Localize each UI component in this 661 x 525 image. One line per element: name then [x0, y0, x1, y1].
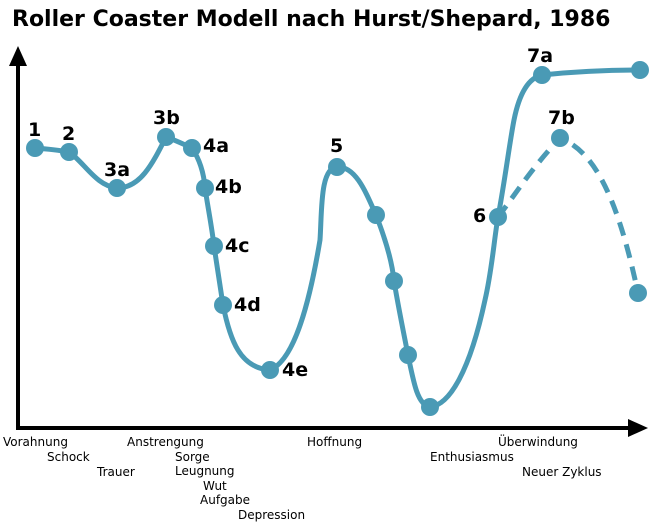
node-descent-2: [385, 272, 403, 290]
axes: [9, 46, 648, 437]
node-4a: [183, 139, 201, 157]
label-4a: 4a: [203, 135, 229, 157]
node-descent-1: [367, 206, 385, 224]
node-4c: [205, 237, 223, 255]
node-5: [328, 158, 346, 176]
node-7a: [533, 66, 551, 84]
phase-hoffnung: Hoffnung: [307, 435, 362, 449]
y-axis-arrowhead: [9, 46, 27, 66]
node-4d: [214, 296, 232, 314]
label-2: 2: [62, 123, 75, 145]
phase-trauer: Trauer: [96, 465, 135, 479]
node-3a: [108, 179, 126, 197]
label-4e: 4e: [282, 359, 308, 381]
phase-neuer-zyklus: Neuer Zyklus: [522, 465, 602, 479]
node-end-7b: [629, 284, 647, 302]
label-4c: 4c: [225, 235, 249, 257]
label-4d: 4d: [234, 294, 261, 316]
label-3b: 3b: [153, 107, 180, 129]
phase-anstrengung: Anstrengung: [127, 435, 204, 449]
diagram-title: Roller Coaster Modell nach Hurst/Shepard…: [12, 7, 610, 32]
alternative-curve-dashed: [496, 135, 641, 294]
node-6: [489, 208, 507, 226]
node-1: [26, 139, 44, 157]
node-bottom: [421, 398, 439, 416]
label-7b: 7b: [548, 107, 575, 129]
phase-depression: Depression: [238, 508, 305, 522]
node-7b: [551, 129, 569, 147]
node-descent-3: [399, 346, 417, 364]
node-2: [60, 143, 78, 161]
phase-aufgabe: Aufgabe: [200, 493, 250, 507]
node-3b: [157, 128, 175, 146]
x-axis-arrowhead: [628, 419, 648, 437]
phase-ueberwindung: Überwindung: [498, 433, 578, 449]
phase-schock: Schock: [47, 450, 90, 464]
phase-sorge: Sorge: [175, 450, 210, 464]
label-7a: 7a: [527, 45, 553, 67]
phase-vorahnung: Vorahnung: [3, 435, 68, 449]
label-4b: 4b: [215, 176, 242, 198]
phase-enthusiasmus: Enthusiasmus: [430, 450, 514, 464]
phase-leugnung: Leugnung: [175, 464, 235, 478]
node-end-7a: [631, 61, 649, 79]
label-6: 6: [473, 205, 486, 227]
node-labels: 1 2 3a 3b 4a 4b 4c 4d 4e 5 6 7a 7b: [28, 45, 575, 381]
node-4e: [261, 361, 279, 379]
node-4b: [196, 179, 214, 197]
phase-labels: Vorahnung Schock Trauer Anstrengung Sorg…: [3, 433, 602, 522]
label-1: 1: [28, 119, 41, 141]
nodes: [26, 61, 649, 416]
phase-wut: Wut: [203, 479, 227, 493]
label-3a: 3a: [104, 159, 130, 181]
label-5: 5: [330, 135, 343, 157]
